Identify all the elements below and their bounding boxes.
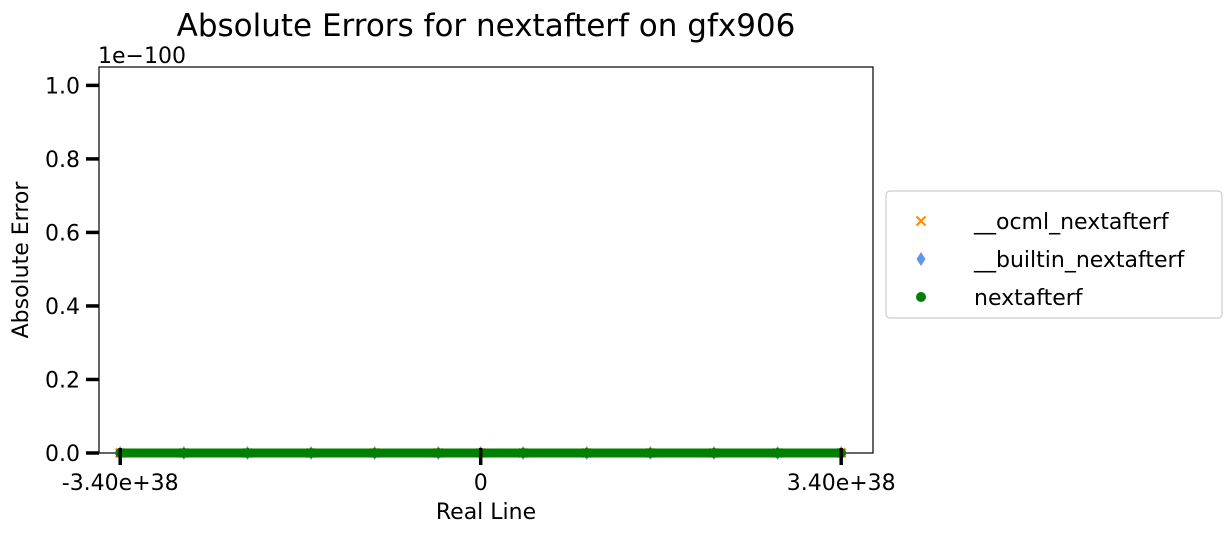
y-tick-label: 0.8 — [45, 148, 80, 173]
y-offset-label: 1e−100 — [98, 44, 186, 69]
legend-marker — [915, 215, 927, 227]
x-tick-label: 3.40e+38 — [787, 471, 896, 496]
y-tick-label: 0.4 — [45, 295, 80, 320]
legend-frame — [885, 190, 1223, 319]
legend-item: nextafterf — [916, 286, 1084, 311]
y-tick-label: 0.6 — [45, 221, 80, 246]
plot-area — [98, 66, 874, 454]
x-axis-label: Real Line — [436, 500, 536, 525]
x-axis-ticks: -3.40e+38 0 3.40e+38 — [62, 448, 896, 496]
x-tick-label: -3.40e+38 — [62, 471, 179, 496]
legend-label: __ocml_nextafterf — [973, 210, 1170, 235]
legend: __ocml_nextafterf __builtin_nextafterfnex… — [885, 190, 1223, 319]
legend-marker — [916, 252, 926, 266]
chart-title: Absolute Errors for nextafterf on gfx906 — [177, 8, 796, 44]
legend-item: __ocml_nextafterf — [915, 210, 1170, 235]
y-axis-label: Absolute Error — [9, 181, 34, 339]
legend-label: __builtin_nextafterf — [973, 248, 1186, 273]
y-tick-label: 1.0 — [45, 74, 80, 99]
legend-marker — [916, 292, 926, 302]
legend-label: nextafterf — [974, 286, 1084, 311]
y-tick-label: 0.2 — [45, 368, 80, 393]
legend-item: __builtin_nextafterf — [916, 248, 1186, 273]
y-tick-label: 0.0 — [45, 442, 80, 467]
y-axis-ticks: 0.0 0.2 0.4 0.6 0.8 1.0 — [45, 74, 99, 467]
x-tick-label: 0 — [474, 471, 488, 496]
